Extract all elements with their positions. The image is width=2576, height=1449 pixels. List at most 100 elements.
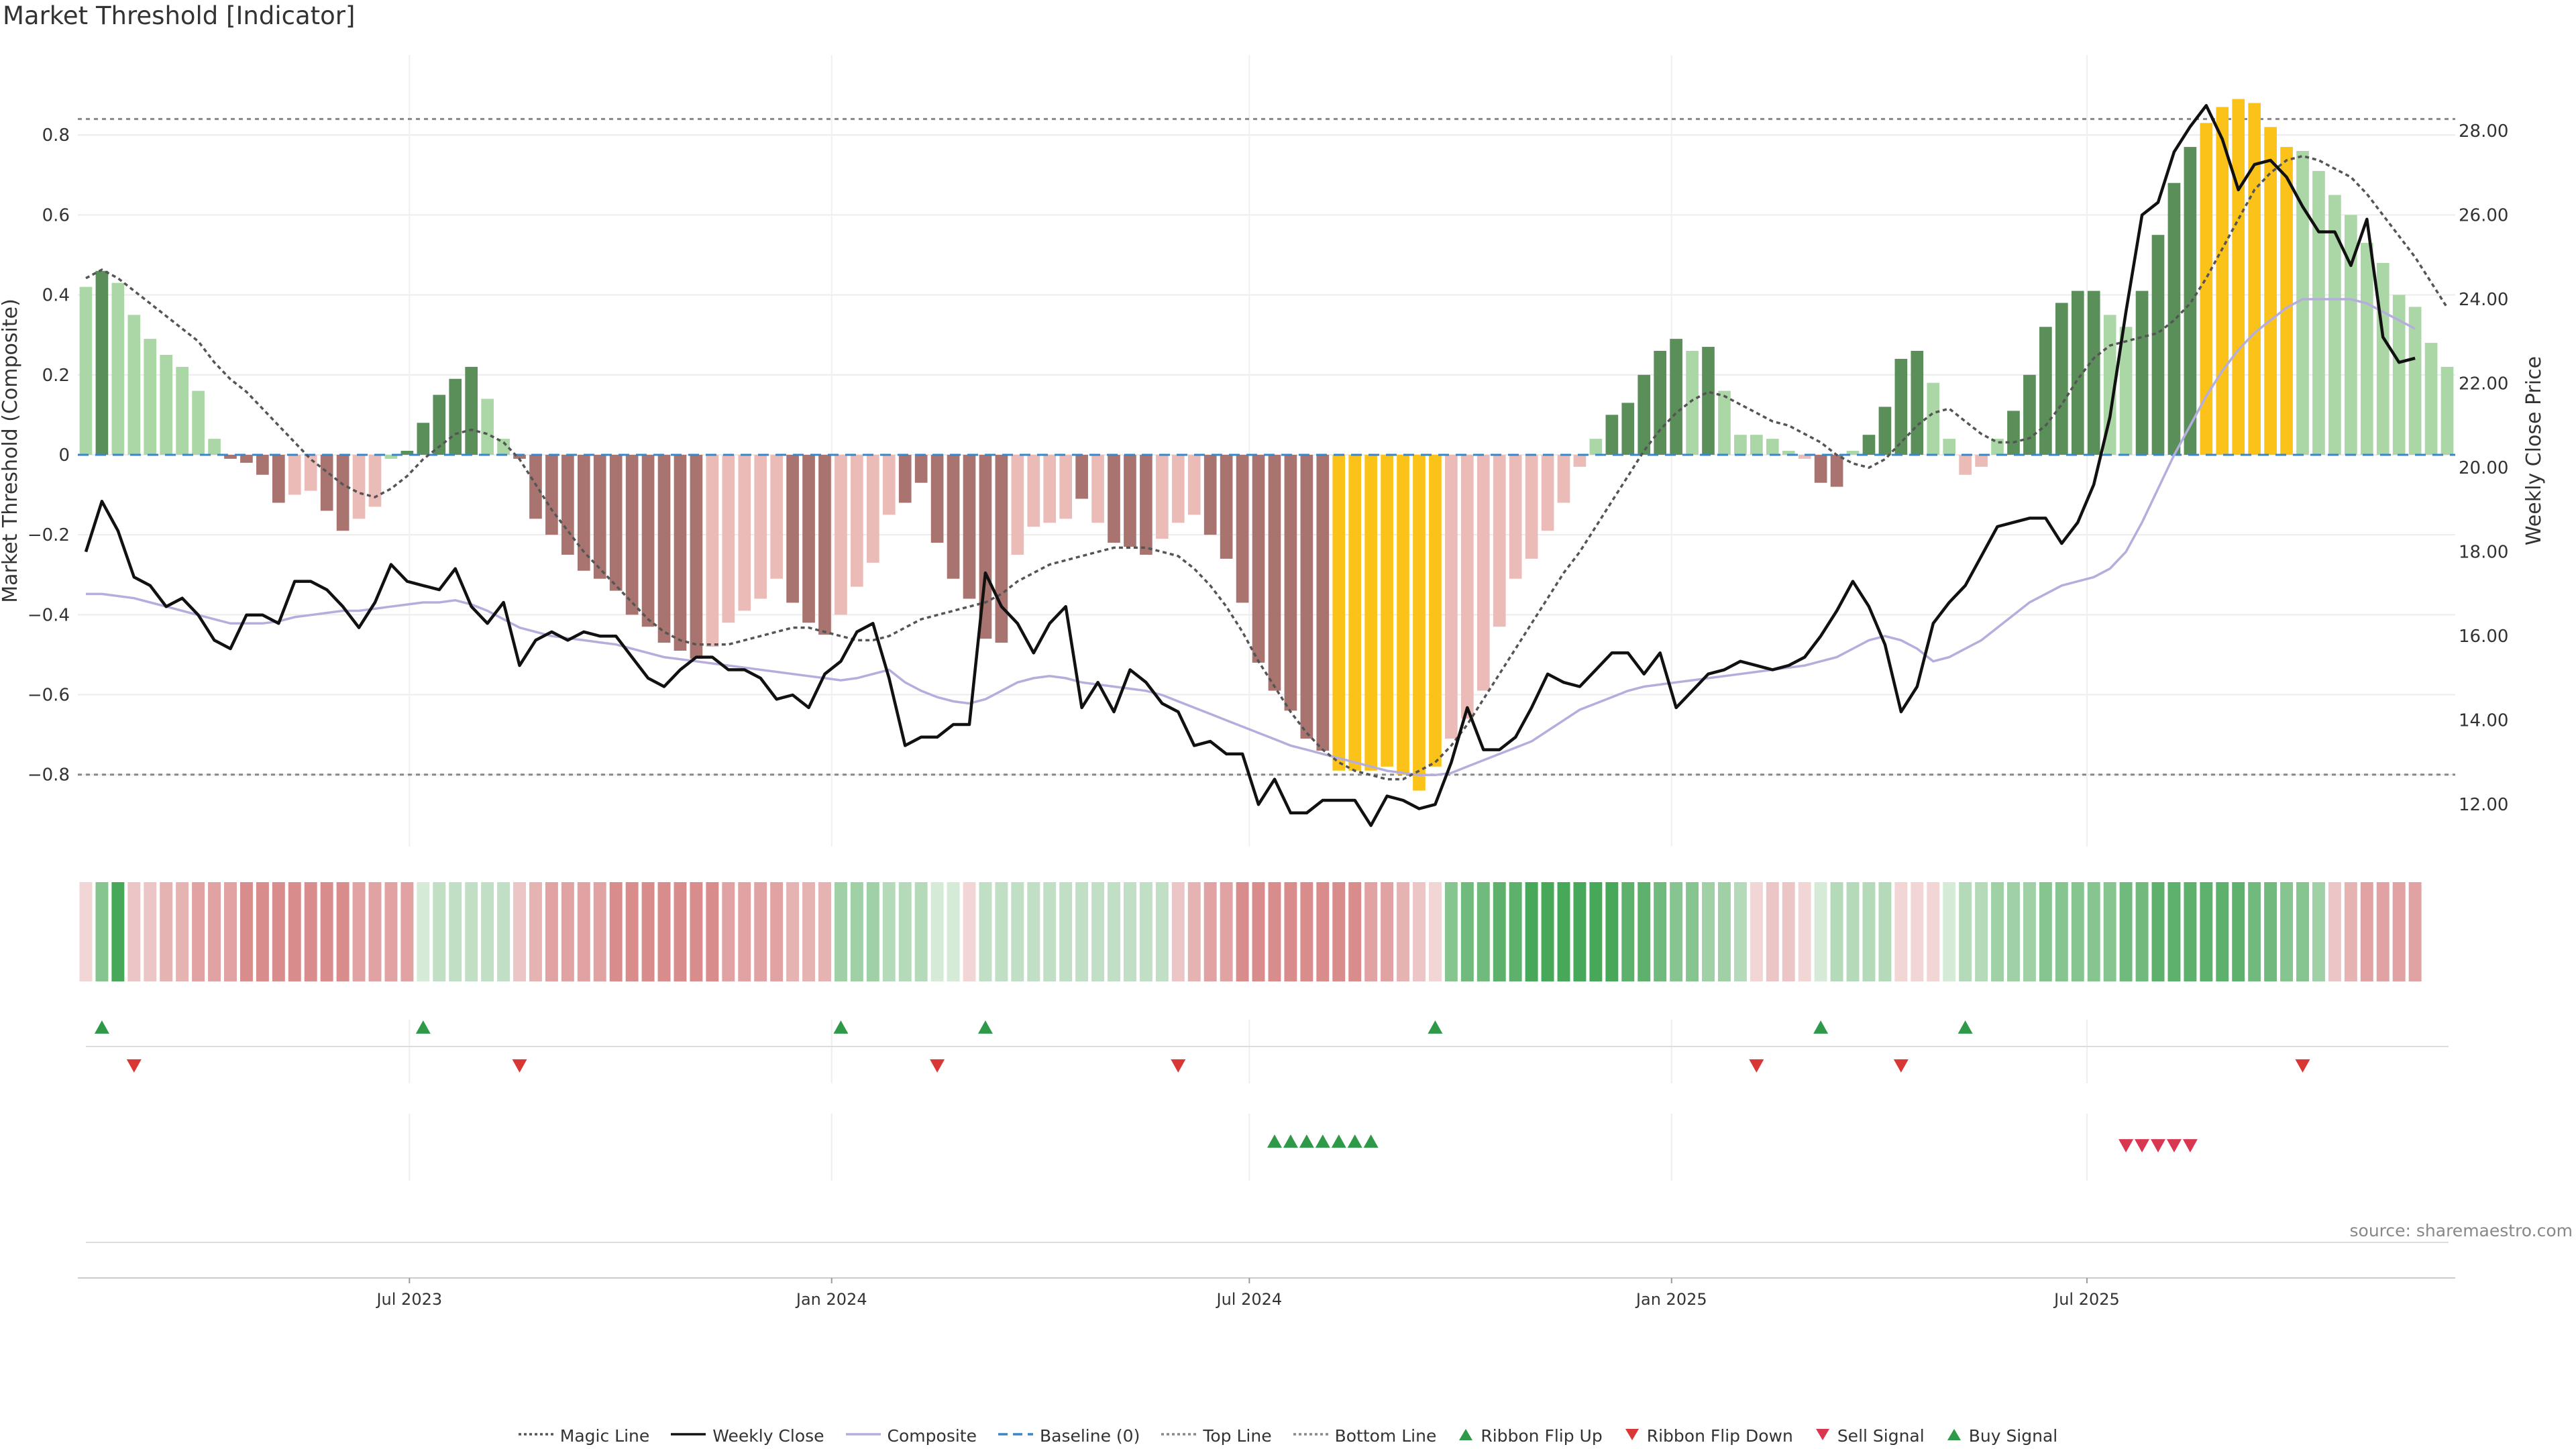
composite-bar <box>1702 347 1715 455</box>
composite-bar <box>1140 454 1152 555</box>
buy-signal-marker <box>1267 1134 1282 1148</box>
ribbon-cell <box>160 882 173 981</box>
composite-bar <box>2071 290 2084 455</box>
composite-bar <box>111 282 125 455</box>
composite-bar <box>1108 454 1120 543</box>
ribbon-flip-up-marker <box>1957 1020 1973 1034</box>
composite-bar <box>2345 215 2357 455</box>
composite-bar <box>2023 374 2036 455</box>
ribbon-cell <box>1139 882 1152 981</box>
ribbon-cell <box>995 882 1008 981</box>
composite-bar <box>1187 454 1201 515</box>
ribbon-cell <box>2264 882 2277 981</box>
buy-signal-marker <box>1363 1134 1379 1148</box>
composite-bar <box>914 454 928 483</box>
composite-bar <box>1798 454 1811 459</box>
composite-bar <box>657 454 671 643</box>
ribbon-cell <box>1927 882 1940 981</box>
ribbon-cell <box>561 882 574 981</box>
ribbon-cell <box>2135 882 2149 981</box>
composite-bar <box>947 454 960 579</box>
composite-bar <box>930 454 944 543</box>
composite-bar <box>465 366 478 455</box>
left-tick-label: −0.4 <box>28 605 70 625</box>
composite-bar <box>481 398 494 455</box>
composite-bar <box>1911 351 1924 455</box>
composite-bar <box>2264 127 2277 455</box>
legend-swatch-icon <box>998 1426 1033 1446</box>
composite-bar <box>1734 435 1747 455</box>
left-tick-label: 0 <box>58 445 70 466</box>
ribbon-cell <box>2360 882 2373 981</box>
legend-label: Buy Signal <box>1968 1426 2058 1446</box>
composite-bar <box>1381 454 1393 767</box>
ribbon-cell <box>1364 882 1378 981</box>
ribbon-cell <box>176 882 189 981</box>
composite-bar <box>79 286 93 455</box>
composite-bar <box>2232 99 2245 455</box>
composite-bar <box>1557 454 1570 503</box>
ribbon-cell <box>1638 882 1651 981</box>
legend-label: Sell Signal <box>1837 1426 1925 1446</box>
ribbon-cell <box>834 882 847 981</box>
composite-bar <box>963 454 976 599</box>
composite-bar <box>2151 235 2165 455</box>
composite-bar <box>1862 435 1876 455</box>
composite-bar <box>240 454 253 463</box>
ribbon-cell <box>1830 882 1843 981</box>
buy-signal-marker <box>1299 1134 1314 1148</box>
composite-bar <box>561 454 574 555</box>
legend-label: Top Line <box>1203 1426 1272 1446</box>
ribbon-cell <box>320 882 333 981</box>
composite-bar <box>433 394 446 455</box>
composite-bar <box>1686 351 1699 455</box>
legend-swatch-icon <box>1946 1426 1962 1446</box>
composite-bar <box>706 454 719 647</box>
composite-bar <box>2103 315 2116 455</box>
composite-bar <box>144 339 157 455</box>
ribbon-cell <box>2103 882 2116 981</box>
ribbon-cell <box>1557 882 1570 981</box>
composite-bar <box>2039 327 2052 455</box>
composite-bar <box>690 454 703 659</box>
ribbon-flip-up-marker <box>1813 1020 1829 1034</box>
ribbon-cell <box>930 882 944 981</box>
ribbon-cell <box>1220 882 1233 981</box>
ribbon-cell <box>593 882 606 981</box>
ribbon-cell <box>1171 882 1185 981</box>
ribbon-cell <box>1541 882 1554 981</box>
legend-label: Baseline (0) <box>1039 1426 1140 1446</box>
ribbon-cell <box>1975 882 1988 981</box>
composite-bar <box>1718 390 1731 455</box>
ribbon-cell <box>2328 882 2341 981</box>
ribbon-cell <box>947 882 960 981</box>
composite-bar <box>1332 454 1346 771</box>
ribbon-cell <box>1268 882 1281 981</box>
ribbon-cell <box>1654 882 1667 981</box>
ribbon-cell <box>79 882 93 981</box>
ribbon-cell <box>1187 882 1201 981</box>
legend-item: Top Line <box>1161 1426 1272 1446</box>
ribbon-cell <box>2167 882 2181 981</box>
right-tick-label: 18.00 <box>2459 543 2508 563</box>
ribbon-cell <box>706 882 719 981</box>
legend-label: Ribbon Flip Up <box>1481 1426 1603 1446</box>
ribbon-cell <box>786 882 800 981</box>
composite-bar <box>288 454 301 495</box>
ribbon-cell <box>1203 882 1217 981</box>
composite-bar <box>1171 454 1185 523</box>
composite-bar <box>851 454 863 587</box>
composite-bar <box>208 439 221 455</box>
right-tick-label: 20.00 <box>2459 458 2508 478</box>
left-tick-label: 0.4 <box>42 286 70 306</box>
composite-bar <box>256 454 269 475</box>
composite-bar <box>417 423 430 455</box>
composite-bar <box>1878 407 1892 455</box>
composite-bar <box>449 378 462 455</box>
composite-bar <box>513 454 526 459</box>
ribbon-cell <box>722 882 735 981</box>
ribbon-cell <box>1381 882 1394 981</box>
weekly-close-line <box>84 104 2416 827</box>
ribbon-flip-down-marker <box>126 1059 142 1073</box>
sell-signal-marker <box>2151 1139 2165 1152</box>
